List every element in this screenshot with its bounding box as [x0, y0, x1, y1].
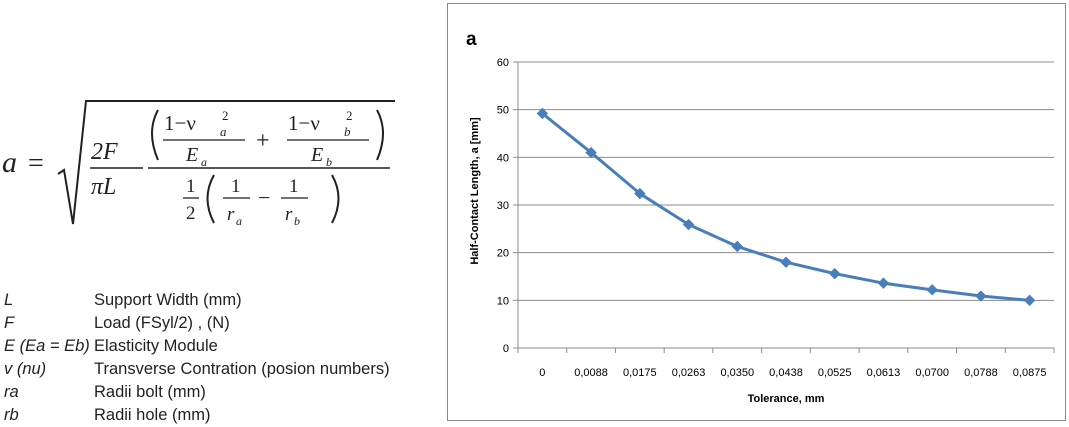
- data-point: [1023, 294, 1036, 307]
- formula-lhs: a: [2, 146, 17, 179]
- chart-frame: a 0 10 20 30 40 50 60 0 0,0088 0,0175 0,0263 0,0350…: [447, 3, 1066, 421]
- data-point: [731, 240, 743, 253]
- numer-b-sup: 2: [346, 108, 353, 123]
- y-axis-title: Half-Contact Length, a [mm]: [469, 117, 481, 265]
- series-line: [541, 112, 1030, 302]
- legend-row: rb Radii hole (mm): [4, 404, 434, 427]
- legend-description: Radii bolt (mm): [94, 383, 206, 401]
- denom-b-sub: b: [326, 155, 332, 169]
- data-point: [780, 256, 792, 268]
- y-tick-label: 10: [497, 295, 509, 307]
- legend-symbol: rb: [4, 406, 19, 424]
- formula-equals: =: [28, 148, 44, 179]
- grid-layer: [518, 61, 1054, 301]
- line-chart: a 0 10 20 30 40 50 60 0 0,0088 0,0175 0,0263 0,0350…: [466, 29, 1055, 405]
- contact-length-formula: a = 2F πL 1−ν 2 a E a + 1−ν 2 b E b 1 2 …: [2, 100, 395, 228]
- data-point: [975, 290, 987, 302]
- denom-half-1: 1: [186, 176, 196, 197]
- x-tick-label: 0,0350: [720, 367, 754, 379]
- paren-left-num: [151, 109, 159, 161]
- y-tick-label: 40: [497, 152, 509, 164]
- denom-half-2: 2: [186, 203, 196, 224]
- data-point: [536, 107, 549, 120]
- numer-a-1nu: 1−ν: [164, 111, 196, 135]
- legend-symbol: ra: [4, 383, 19, 401]
- legend-row: E (Ea = Eb) Elasticity Module: [4, 335, 434, 358]
- denom-ra-sub: a: [236, 214, 242, 228]
- data-point: [877, 277, 890, 289]
- panel-label: a: [466, 29, 477, 50]
- series-layer: [536, 107, 1036, 307]
- legend-symbol: E (Ea = Eb): [4, 337, 90, 355]
- numer-b-sub: b: [344, 124, 351, 139]
- y-tick-label: 0: [503, 343, 509, 355]
- x-tick-label: 0,0875: [1013, 367, 1047, 379]
- axis-layer: 0 10 20 30 40 50 60 0 0,0088 0,0175 0,0263 0,0350 0,…: [497, 57, 1055, 379]
- legend-symbol: L: [4, 291, 14, 309]
- data-point: [634, 187, 646, 200]
- denom-b-e: E: [310, 144, 323, 166]
- formula-pil: πL: [91, 174, 116, 200]
- formula-2f: 2F: [91, 139, 118, 165]
- x-tick-label: 0,0788: [964, 367, 998, 379]
- numer-a-sub: a: [220, 124, 227, 139]
- denom-rb-1: 1: [289, 176, 299, 197]
- x-tick-label: 0,0613: [867, 367, 901, 379]
- numer-a-sup: 2: [222, 108, 229, 123]
- legend-description: Support Width (mm): [94, 291, 242, 309]
- legend-description: Radii hole (mm): [94, 406, 211, 424]
- data-point: [829, 267, 841, 280]
- y-tick-label: 50: [497, 105, 509, 117]
- denom-a-e: E: [185, 144, 198, 166]
- y-tick-label: 30: [497, 200, 509, 212]
- legend-symbol: v (nu): [4, 360, 47, 378]
- legend-description: Transverse Contration (posion numbers): [94, 360, 390, 378]
- x-tick-label: 0,0263: [672, 367, 706, 379]
- x-tick-label: 0,0088: [574, 367, 608, 379]
- legend-row: L Support Width (mm): [4, 289, 434, 312]
- legend-symbol: F: [4, 314, 15, 332]
- x-tick-label: 0: [539, 367, 545, 379]
- x-tick-label: 0,0438: [769, 367, 803, 379]
- denom-minus: −: [258, 185, 270, 210]
- numer-plus: +: [256, 128, 270, 154]
- legend-description: Elasticity Module: [94, 337, 218, 355]
- legend-description: Load (FSyl/2) , (N): [94, 314, 230, 332]
- paren-left-den: [206, 174, 215, 224]
- denom-a-sub: a: [201, 155, 207, 169]
- x-tick-label: 0,0525: [818, 367, 852, 379]
- radical-sign: [57, 100, 395, 225]
- x-tick-label: 0,0700: [915, 367, 949, 379]
- denom-ra-1: 1: [231, 176, 241, 197]
- y-tick-label: 60: [497, 57, 509, 69]
- legend-row: v (nu) Transverse Contration (posion num…: [4, 358, 434, 381]
- x-axis-title: Tolerance, mm: [748, 393, 825, 405]
- paren-right-den: [331, 174, 340, 224]
- paren-right-num: [376, 109, 384, 161]
- denom-ra-r: r: [227, 204, 235, 225]
- y-tick-label: 20: [497, 248, 509, 260]
- numer-b-1nu: 1−ν: [288, 111, 320, 135]
- data-point: [926, 284, 938, 296]
- legend-row: ra Radii bolt (mm): [4, 381, 434, 404]
- data-point: [682, 218, 695, 231]
- x-tick-label: 0,0175: [623, 367, 657, 379]
- data-point: [585, 146, 597, 159]
- legend-row: F Load (FSyl/2) , (N): [4, 312, 434, 335]
- denom-rb-sub: b: [294, 214, 300, 228]
- denom-rb-r: r: [285, 204, 293, 225]
- symbol-legend: L Support Width (mm) F Load (FSyl/2) , (…: [4, 289, 434, 427]
